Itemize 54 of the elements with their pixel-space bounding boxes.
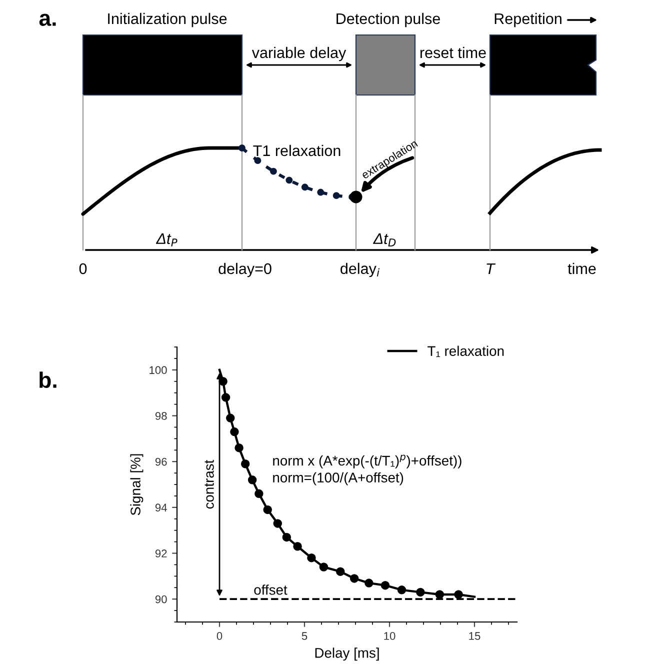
point <box>240 460 250 468</box>
text: Δt$_{D}$ <box>373 233 396 246</box>
x-tick-label: 5 <box>302 632 308 640</box>
point <box>293 542 302 551</box>
point <box>336 567 345 576</box>
annotation: norm=(100/(A+offset) <box>273 472 404 486</box>
point <box>350 574 359 583</box>
annotation: norm x (A*exp(-(t/T₁)$^{p}$)+offset)) <box>273 454 462 468</box>
point <box>454 590 463 599</box>
x-tick-label: 0 <box>216 632 222 640</box>
point <box>282 532 292 542</box>
text: Δt$_{P}$ <box>156 233 178 246</box>
text: Detection pulse <box>336 12 440 28</box>
y-tick-label: 94 <box>155 504 167 512</box>
y-tick-label: 96 <box>155 458 167 466</box>
point <box>234 443 244 452</box>
point <box>218 377 228 386</box>
text: a. <box>39 14 56 26</box>
text: time <box>568 262 596 274</box>
text: b. <box>40 372 56 388</box>
point <box>319 562 328 572</box>
text: delay=0 <box>218 262 272 278</box>
point <box>221 393 230 402</box>
point <box>273 519 282 528</box>
text: delay$_{i}$ <box>340 262 380 278</box>
text: Repetition <box>494 12 562 28</box>
text: T1 relaxation <box>253 144 340 156</box>
x-tick-label: 10 <box>384 632 396 640</box>
point <box>380 580 390 590</box>
point <box>397 586 406 594</box>
point <box>307 553 316 562</box>
point <box>230 427 239 436</box>
text: Initialization pulse <box>108 12 227 28</box>
text: 0 <box>79 263 87 274</box>
ref-line-label: offset <box>254 584 288 595</box>
point <box>226 414 235 422</box>
legend-label: T₁ relaxation <box>428 346 504 357</box>
text: reset time <box>420 46 486 58</box>
y-axis-title: Signal [%] <box>130 454 144 516</box>
x-axis-title: Delay [ms] <box>315 648 379 661</box>
x-tick-label: 15 <box>469 632 480 640</box>
y-tick-label: 90 <box>155 595 167 604</box>
y-tick-label: 98 <box>155 412 167 420</box>
point <box>416 588 425 597</box>
annotation: contrast <box>204 460 214 509</box>
text: variable delay <box>252 46 346 62</box>
point <box>263 505 272 514</box>
point <box>248 476 257 484</box>
y-tick-label: 92 <box>155 550 167 558</box>
point <box>435 590 444 599</box>
point <box>364 578 374 588</box>
y-tick-label: 100 <box>150 366 167 374</box>
point <box>254 489 264 498</box>
text: T <box>486 263 496 274</box>
